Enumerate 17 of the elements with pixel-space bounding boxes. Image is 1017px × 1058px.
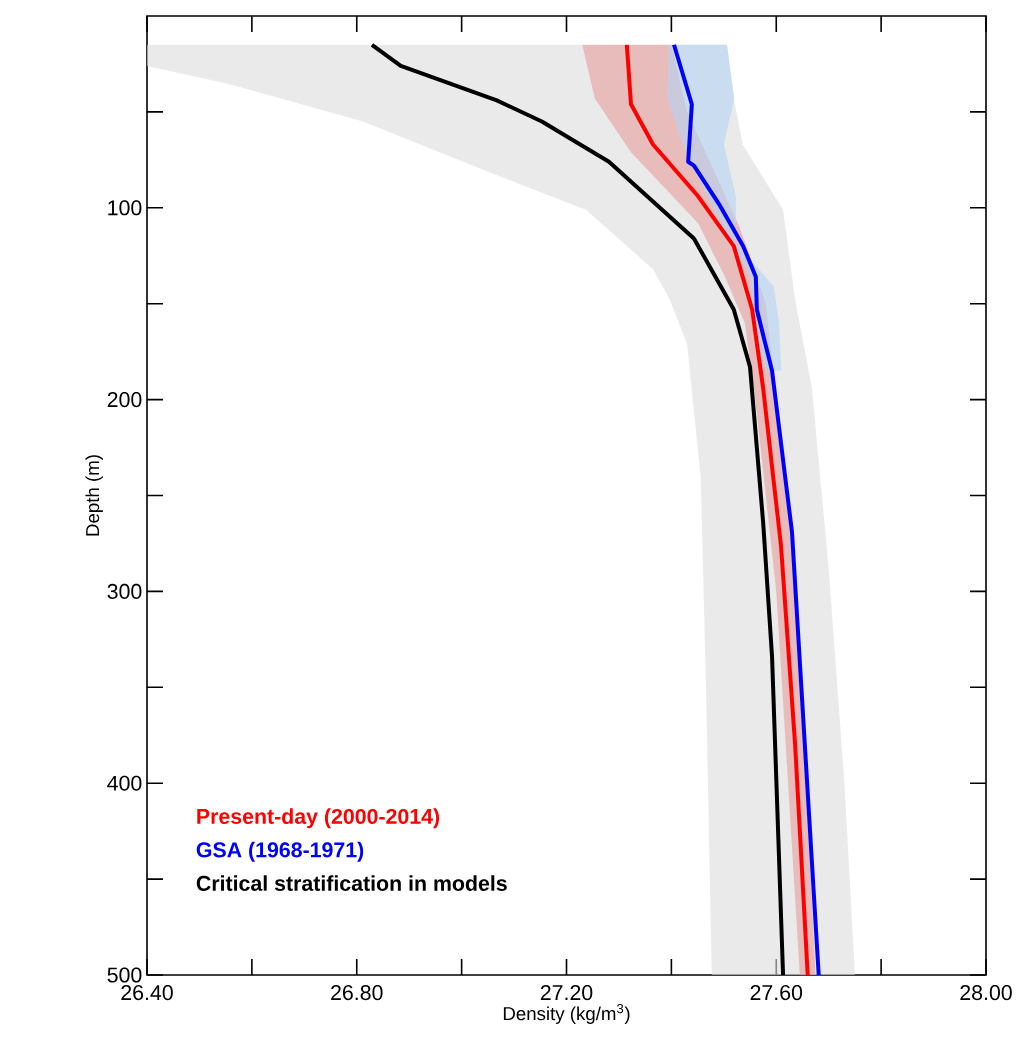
y-axis-title: Depth (m) xyxy=(85,455,103,536)
x-tick-label: 26.40 xyxy=(121,985,173,1001)
line-series xyxy=(624,42,810,976)
y-tick-label: 400 xyxy=(107,775,142,791)
x-tick-label: 27.20 xyxy=(540,985,593,1001)
x-tick-label: 26.80 xyxy=(331,985,383,1001)
x-tick-label: 28.00 xyxy=(960,985,1012,1001)
legend-label: Critical stratification in models xyxy=(196,875,507,891)
x-axis-title: Density (kg/m$^{3}$) xyxy=(503,1003,630,1024)
text: GSA (1968-1971) xyxy=(196,841,364,862)
line-series xyxy=(671,42,821,976)
x-tick-label: 27.60 xyxy=(750,985,803,1001)
y-tick-label: 100 xyxy=(108,200,142,216)
text: Present-day (2000-2014) xyxy=(197,808,439,829)
y-tick-label: 500 xyxy=(107,967,142,983)
y-tick-label: 200 xyxy=(107,392,142,408)
y-tick-label: 300 xyxy=(107,583,142,599)
